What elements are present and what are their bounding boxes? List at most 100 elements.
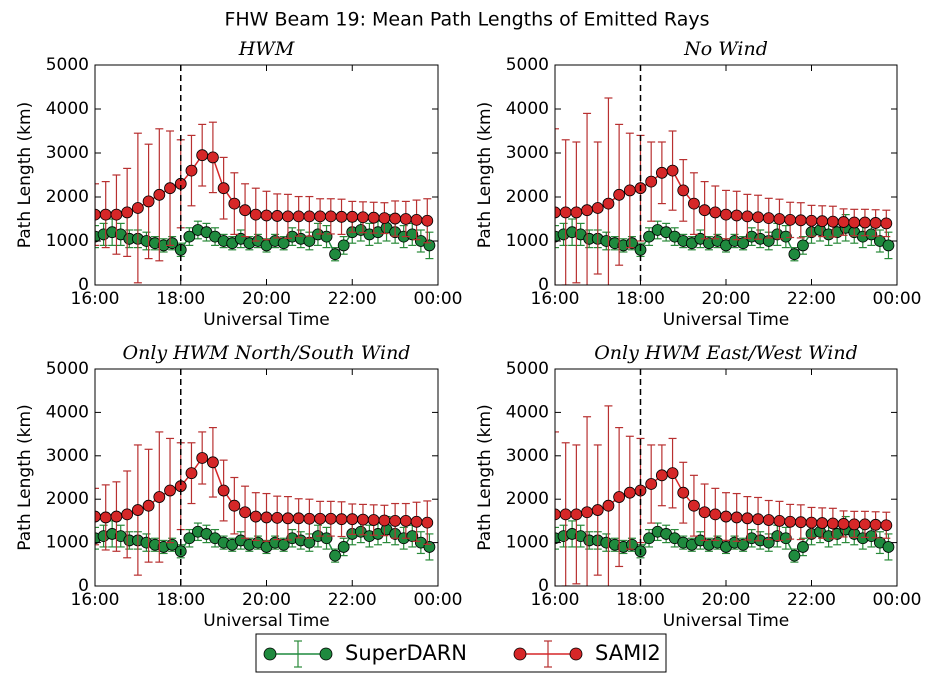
- data-point: [196, 452, 209, 464]
- data-point: [730, 209, 743, 222]
- plot-area: [95, 65, 436, 285]
- data-point: [239, 506, 251, 519]
- data-point: [869, 518, 882, 531]
- data-point: [303, 512, 316, 525]
- data-point: [277, 237, 290, 250]
- data-point: [788, 549, 801, 562]
- data-point: [110, 208, 123, 221]
- y-tick-label: 1000: [506, 533, 549, 553]
- x-tick-label: 18:00: [616, 590, 665, 610]
- subplot: 0 1000 2000 3000 4000 5000 16:00 18:00 20:00 22:0…: [15, 342, 463, 631]
- subplot-title: Only HWM North/South Wind: [123, 342, 411, 364]
- data-point: [131, 202, 144, 214]
- data-point: [581, 204, 593, 217]
- data-point: [346, 513, 359, 526]
- y-tick-label: 1000: [46, 533, 89, 553]
- y-tick-label: 1000: [46, 231, 89, 251]
- data-point: [645, 478, 658, 490]
- x-tick-label: 22:00: [787, 289, 836, 309]
- data-point: [292, 210, 305, 223]
- x-axis-label: Universal Time: [203, 611, 329, 631]
- y-axis-label: Path Length (km): [15, 404, 35, 550]
- y-tick-label: 3000: [506, 143, 549, 163]
- x-tick-label: 16:00: [531, 590, 580, 610]
- x-tick-label: 20:00: [242, 289, 291, 309]
- data-point: [217, 182, 230, 195]
- data-point: [337, 239, 350, 252]
- data-point: [645, 175, 658, 188]
- x-axis-label: Universal Time: [203, 310, 329, 330]
- x-tick-label: 22:00: [787, 590, 836, 610]
- data-point: [329, 549, 342, 562]
- data-point: [228, 499, 241, 512]
- x-tick-label: 16:00: [71, 590, 120, 610]
- y-tick-label: 0: [538, 275, 549, 295]
- data-point: [324, 512, 337, 525]
- legend-marker: [569, 647, 583, 661]
- data-point: [271, 210, 284, 222]
- data-point: [410, 213, 423, 226]
- data-point: [282, 210, 294, 223]
- legend-label: SAMI2: [595, 641, 661, 665]
- x-tick-label: 20:00: [702, 590, 751, 610]
- data-point: [698, 204, 711, 217]
- data-point: [314, 512, 326, 525]
- data-point: [277, 538, 290, 551]
- data-point: [730, 511, 743, 524]
- data-point: [399, 515, 412, 527]
- data-point: [367, 211, 380, 224]
- data-point: [335, 210, 348, 223]
- y-tick-label: 1000: [506, 231, 549, 251]
- x-tick-label: 00:00: [873, 590, 922, 610]
- data-point: [709, 508, 722, 521]
- data-point: [570, 206, 583, 219]
- data-point: [337, 541, 350, 553]
- data-point: [207, 151, 219, 164]
- data-point: [164, 484, 176, 497]
- legend-marker: [263, 647, 277, 661]
- data-point: [816, 517, 829, 529]
- data-point: [282, 512, 294, 525]
- data-point: [882, 541, 895, 553]
- plot-area: [555, 369, 895, 586]
- y-tick-label: 0: [78, 576, 89, 596]
- data-point: [602, 499, 615, 512]
- y-tick-label: 2000: [506, 187, 549, 207]
- x-tick-label: 22:00: [328, 289, 377, 309]
- data-point: [389, 212, 402, 225]
- data-point: [131, 504, 144, 516]
- data-point: [260, 511, 273, 524]
- data-point: [314, 210, 326, 223]
- data-point: [121, 508, 134, 521]
- subplot-title: No Wind: [683, 38, 768, 60]
- y-tick-label: 5000: [506, 55, 549, 75]
- data-point: [688, 197, 700, 210]
- data-point: [249, 208, 262, 221]
- data-point: [805, 516, 818, 529]
- data-point: [196, 149, 209, 162]
- data-point: [880, 217, 893, 230]
- data-point: [623, 184, 636, 197]
- data-point: [797, 541, 809, 553]
- data-point: [378, 514, 391, 527]
- data-point: [626, 538, 638, 551]
- data-point: [784, 213, 797, 226]
- x-tick-label: 20:00: [242, 590, 291, 610]
- y-tick-label: 4000: [506, 99, 549, 119]
- x-tick-label: 18:00: [156, 590, 205, 610]
- data-point: [121, 206, 134, 219]
- data-point: [655, 166, 668, 179]
- subplot-title: Only HWM East/West Wind: [594, 342, 858, 364]
- data-point: [737, 237, 749, 250]
- legend-marker: [319, 647, 333, 661]
- data-point: [655, 469, 668, 482]
- data-point: [183, 532, 196, 545]
- data-point: [228, 197, 241, 210]
- x-axis-label: Universal Time: [663, 310, 789, 330]
- data-point: [271, 511, 284, 524]
- y-tick-label: 0: [78, 275, 89, 295]
- data-point: [741, 210, 754, 223]
- y-tick-label: 0: [538, 576, 549, 596]
- data-point: [784, 515, 797, 528]
